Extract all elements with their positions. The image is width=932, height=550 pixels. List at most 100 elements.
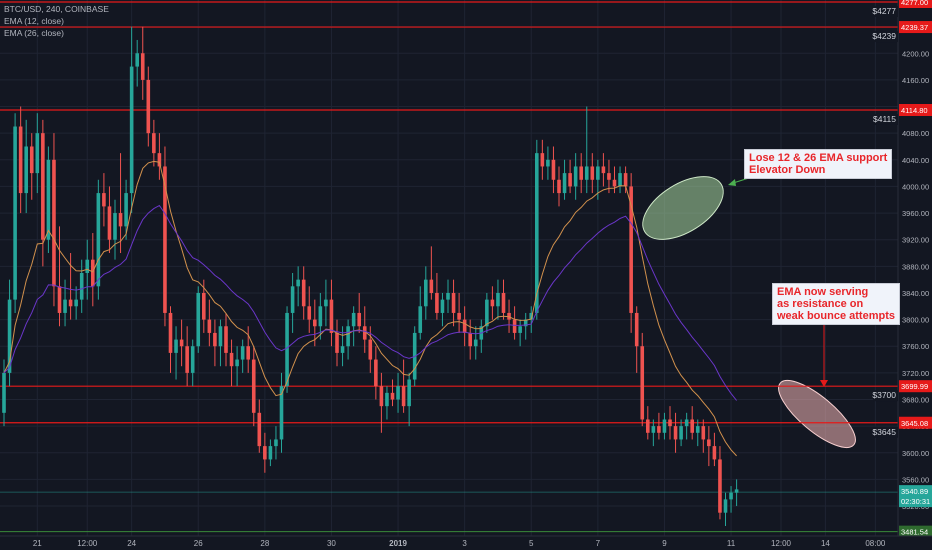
candle-body	[529, 312, 534, 320]
time-axis[interactable]: 21 12:00 24 26 28 30 2019 3 5 7 9 11 12:00 14 08:00	[0, 535, 932, 550]
y-tick-label: 3760.00	[902, 342, 929, 351]
annotation-line: EMA now serving	[777, 286, 869, 298]
candle-body	[251, 359, 256, 413]
candle-body	[562, 173, 567, 194]
candle-body	[584, 166, 589, 180]
annotation-line: Elevator Down	[749, 164, 826, 176]
candle-body	[612, 179, 617, 187]
candle-body	[590, 166, 595, 180]
last-price-tag: 3540.89	[901, 487, 928, 496]
level-tag-bg	[899, 416, 932, 429]
candle-body	[629, 186, 633, 313]
candle-body	[168, 312, 173, 353]
level-label-bg	[873, 113, 898, 125]
level-tag: 4114.80	[901, 106, 928, 115]
y-tick-label: 4200.00	[902, 49, 929, 58]
candle-body	[346, 326, 350, 347]
candle-body	[68, 299, 73, 307]
y-tick-label: 3720.00	[902, 369, 929, 378]
candle-body	[401, 386, 406, 407]
candle-body	[729, 492, 733, 500]
highlight-ellipse	[778, 380, 856, 448]
level-label: $3645	[872, 427, 896, 437]
candle-body	[684, 419, 689, 427]
candle-body	[351, 312, 356, 327]
candle-body	[690, 419, 694, 433]
candle-body	[362, 326, 367, 340]
candle-body	[163, 166, 167, 313]
x-tick-label: 28	[260, 539, 269, 548]
candle-body	[707, 439, 711, 447]
annotation-ema-resistance: EMA now serving as resistance on weak bo…	[772, 283, 900, 325]
candle-body	[196, 292, 201, 347]
annotation-line: weak bounce attempts	[777, 310, 895, 322]
candle-body	[618, 173, 622, 187]
candle-body	[496, 292, 500, 307]
level-label-bg	[873, 31, 898, 43]
candle-body	[568, 173, 572, 187]
level-tag: 3699.99	[901, 382, 928, 391]
level-tag: 3645.08	[901, 419, 928, 428]
candle-body	[679, 426, 683, 440]
candle-body	[607, 173, 611, 180]
candle-body	[296, 279, 300, 287]
ema12-line	[3, 160, 737, 457]
candle-body	[657, 426, 661, 433]
y-tick-label: 3600.00	[902, 449, 929, 458]
candle-body	[396, 386, 400, 400]
candle-body	[596, 166, 600, 180]
candle-body	[507, 312, 511, 320]
y-tick-label: 3960.00	[902, 209, 929, 218]
candle-body	[7, 299, 12, 373]
candle-body	[235, 359, 239, 367]
candle-body	[63, 299, 67, 313]
candle-body	[124, 193, 128, 227]
candle-body	[52, 159, 56, 287]
candle-body	[268, 446, 273, 460]
candle-body	[734, 489, 739, 493]
candle-body	[473, 339, 478, 347]
candle-body	[718, 459, 722, 513]
chart-legend: BTC/USD, 240, COINBASE EMA (12, close) E…	[4, 3, 109, 39]
annotation-line: as resistance on	[777, 298, 864, 310]
level-tag-bg	[899, 0, 932, 8]
support-tag: 3481.54	[901, 528, 928, 537]
candle-body	[357, 312, 361, 327]
level-tag: 4277.00	[901, 0, 928, 7]
x-tick-label: 11	[727, 539, 736, 548]
highlight-ellipses	[642, 176, 856, 448]
candle-body	[224, 326, 228, 353]
candle-body	[46, 159, 51, 240]
candle-body	[85, 259, 90, 273]
arrow-head	[820, 380, 828, 387]
candle-body	[695, 426, 700, 433]
candle-body	[535, 153, 539, 313]
x-tick-label: 3	[462, 539, 467, 548]
candle-body	[263, 446, 267, 460]
candle-body	[540, 153, 545, 167]
level-tag-bg	[899, 21, 932, 34]
candle-body	[418, 306, 423, 333]
candle-body	[285, 312, 289, 387]
x-tick-label: 26	[194, 539, 203, 548]
candle-body	[74, 299, 78, 307]
y-tick-label: 4040.00	[902, 156, 929, 165]
candle-body	[546, 159, 550, 167]
x-tick-label: 21	[33, 539, 42, 548]
candle-body	[174, 339, 178, 353]
x-tick-label: 2019	[389, 539, 407, 548]
candle-body	[523, 319, 528, 327]
candle-body	[35, 133, 40, 174]
candle-body	[257, 412, 262, 447]
candle-body	[379, 386, 384, 407]
candle-body	[440, 299, 445, 313]
price-axis[interactable]: 3520.003560.003600.003640.003680.003720.…	[872, 0, 932, 550]
candle-body	[668, 419, 672, 427]
candle-body	[240, 346, 245, 360]
candle-body	[207, 319, 212, 333]
candle-body	[202, 292, 206, 320]
candle-body	[385, 392, 389, 407]
candle-body	[468, 332, 472, 347]
candle-body	[190, 346, 195, 373]
